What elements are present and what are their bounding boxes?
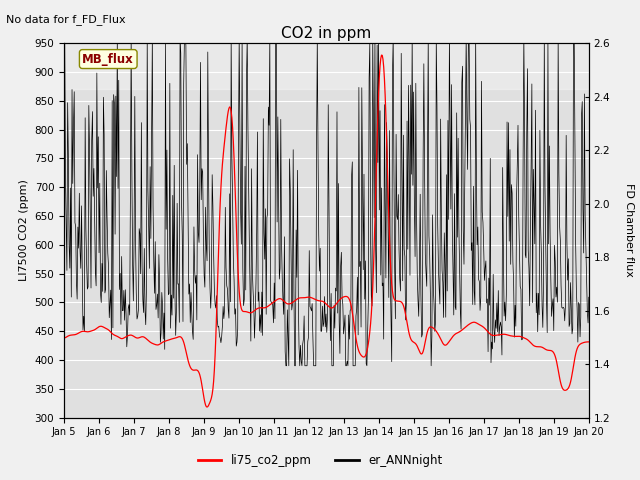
Text: No data for f_FD_Flux: No data for f_FD_Flux (6, 14, 126, 25)
Text: MB_flux: MB_flux (83, 53, 134, 66)
Legend: li75_co2_ppm, er_ANNnight: li75_co2_ppm, er_ANNnight (193, 449, 447, 472)
Y-axis label: LI7500 CO2 (ppm): LI7500 CO2 (ppm) (19, 180, 29, 281)
Title: CO2 in ppm: CO2 in ppm (281, 25, 372, 41)
Y-axis label: FD Chamber flux: FD Chamber flux (624, 183, 634, 277)
Bar (64, 43, 589, 89)
